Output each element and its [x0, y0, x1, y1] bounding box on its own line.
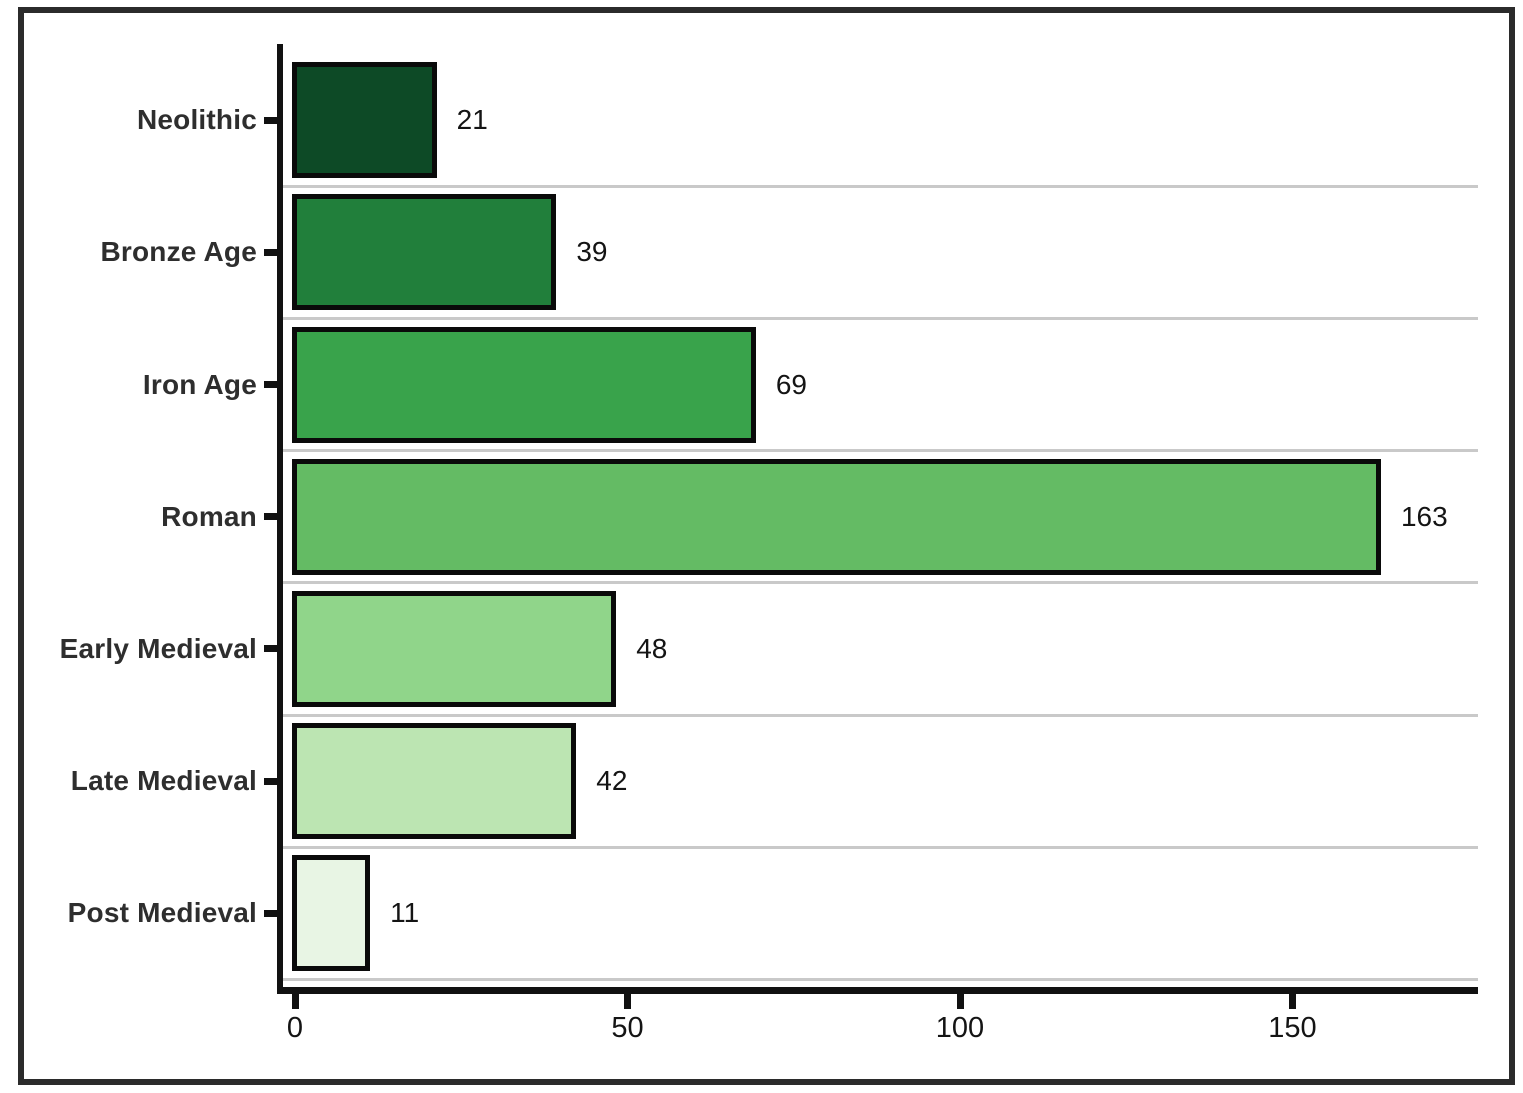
- y-axis-line: [277, 44, 283, 994]
- y-tick: [264, 645, 278, 653]
- gridline: [283, 713, 1478, 717]
- value-label-post-medieval: 11: [390, 897, 420, 929]
- y-tick: [264, 909, 278, 917]
- gridline: [283, 845, 1478, 849]
- category-label-iron-age: Iron Age: [142, 368, 257, 400]
- x-tick-label: 100: [935, 1012, 985, 1044]
- y-tick: [264, 116, 278, 124]
- gridline: [283, 316, 1478, 320]
- gridline: [283, 184, 1478, 188]
- y-tick: [264, 248, 278, 256]
- gridline: [283, 581, 1478, 585]
- x-tick: [1289, 994, 1296, 1009]
- gridline: [283, 449, 1478, 453]
- value-label-late-medieval: 42: [596, 765, 628, 797]
- x-tick: [624, 994, 631, 1009]
- value-label-iron-age: 69: [775, 368, 807, 400]
- y-tick: [264, 381, 278, 388]
- bar-bronze-age: [292, 194, 557, 311]
- x-tick-label: 150: [1268, 1012, 1317, 1044]
- x-tick: [291, 994, 299, 1009]
- bar-post-medieval: [292, 855, 371, 972]
- bar-early-medieval: [292, 590, 617, 707]
- y-tick: [264, 513, 278, 521]
- bar-late-medieval: [292, 723, 577, 840]
- category-label-late-medieval: Late Medieval: [70, 765, 257, 797]
- x-tick-label: 0: [286, 1012, 304, 1044]
- x-tick-label: 50: [611, 1012, 644, 1044]
- category-label-roman: Roman: [161, 500, 257, 532]
- x-axis-line: [277, 987, 1478, 994]
- value-label-early-medieval: 48: [636, 632, 668, 664]
- x-tick: [956, 994, 964, 1009]
- category-label-bronze-age: Bronze Age: [100, 236, 257, 268]
- y-tick: [264, 777, 278, 785]
- value-label-bronze-age: 39: [576, 236, 608, 268]
- bar-neolithic: [292, 62, 437, 179]
- category-label-post-medieval: Post Medieval: [67, 897, 257, 929]
- category-label-neolithic: Neolithic: [136, 104, 257, 136]
- value-label-neolithic: 21: [456, 104, 488, 136]
- bar-iron-age: [292, 326, 756, 443]
- bar-roman: [292, 458, 1381, 575]
- gridline: [283, 977, 1478, 981]
- value-label-roman: 163: [1400, 500, 1448, 532]
- category-label-early-medieval: Early Medieval: [59, 632, 257, 664]
